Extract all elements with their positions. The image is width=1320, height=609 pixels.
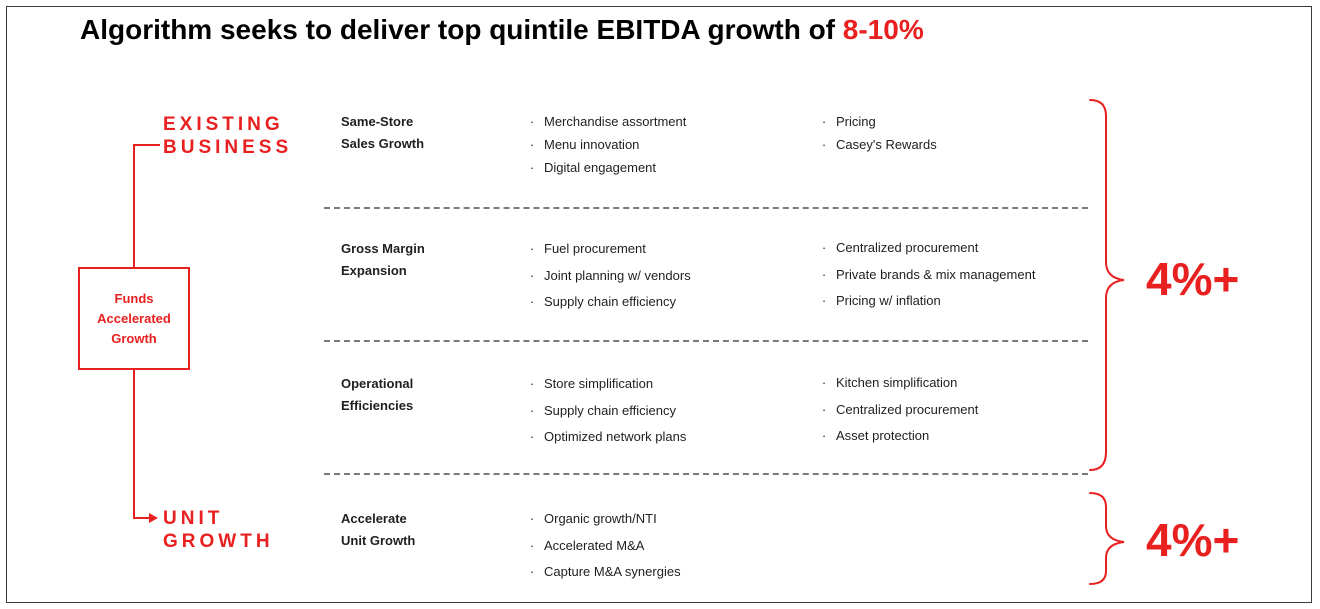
list-item: · Asset protection: [822, 428, 929, 444]
row-title-line2: Expansion: [341, 263, 407, 278]
connector-top-line: [133, 144, 160, 267]
row-title-line1: Same-Store: [341, 114, 414, 129]
bullet-icon: ·: [821, 402, 827, 417]
list-item: · Supply chain efficiency: [530, 294, 676, 310]
bullet-icon: ·: [529, 114, 535, 129]
bullet-icon: ·: [821, 293, 827, 308]
list-item: · Fuel procurement: [530, 241, 646, 257]
row-title-line2: Sales Growth: [341, 136, 425, 151]
bullet-icon: ·: [529, 376, 535, 391]
row-title-line1: Gross Margin: [341, 241, 425, 256]
existing-label-line2: BUSINESS: [163, 137, 293, 158]
list-item: · Menu innovation: [530, 137, 640, 153]
row-divider: [324, 473, 1088, 475]
row-title-line1: Accelerate: [341, 511, 407, 526]
connector-bottom-line: [133, 370, 150, 519]
list-item: · Optimized network plans: [530, 429, 687, 445]
row-title-line1: Operational: [341, 376, 414, 391]
bullet-icon: ·: [529, 511, 535, 526]
bullet-icon: ·: [821, 114, 827, 129]
bullet-icon: ·: [529, 268, 535, 283]
bullet-icon: ·: [529, 241, 535, 256]
bullet-icon: ·: [821, 240, 827, 255]
bullet-icon: ·: [821, 137, 827, 152]
existing-business-bracket: [1089, 99, 1125, 471]
funds-accelerated-growth-box: Funds Accelerated Growth: [78, 267, 190, 370]
funds-line2: Accelerated: [97, 310, 171, 326]
row-title-operational: Operational Efficiencies: [341, 373, 413, 417]
row-divider: [324, 207, 1088, 209]
unit-growth-bracket: [1089, 492, 1125, 585]
row-title-line2: Efficiencies: [341, 398, 414, 413]
list-item: · Store simplification: [530, 376, 653, 392]
row-divider: [324, 340, 1088, 342]
unit-label-line2: GROWTH: [163, 531, 274, 552]
existing-business-label: EXISTING BUSINESS: [163, 113, 292, 159]
existing-growth-percent: 4%+: [1146, 253, 1240, 305]
existing-label-line1: EXISTING: [163, 114, 284, 135]
unit-growth-percent: 4%+: [1146, 514, 1240, 566]
unit-label-line1: UNIT: [163, 508, 224, 529]
row-title-gross-margin: Gross Margin Expansion: [341, 238, 425, 282]
slide-frame: [6, 6, 1312, 603]
bullet-icon: ·: [529, 160, 535, 175]
bullet-icon: ·: [821, 375, 827, 390]
list-item: · Merchandise assortment: [530, 114, 687, 130]
list-item: · Centralized procurement: [822, 402, 979, 418]
row-title-same-store: Same-Store Sales Growth: [341, 111, 424, 155]
bullet-icon: ·: [529, 538, 535, 553]
row-title-unit-growth: Accelerate Unit Growth: [341, 508, 415, 552]
list-item: · Joint planning w/ vendors: [530, 268, 691, 284]
list-item: · Pricing w/ inflation: [822, 293, 941, 309]
title-main: Algorithm seeks to deliver top quintile …: [80, 14, 843, 45]
bullet-icon: ·: [529, 137, 535, 152]
arrow-head-icon: [149, 513, 158, 523]
list-item: · Casey's Rewards: [822, 137, 937, 153]
list-item: · Capture M&A synergies: [530, 564, 681, 580]
bullet-icon: ·: [529, 429, 535, 444]
bullet-icon: ·: [821, 428, 827, 443]
funds-line3: Growth: [111, 330, 157, 346]
unit-growth-label: UNIT GROWTH: [163, 507, 274, 553]
list-item: · Private brands & mix management: [822, 267, 1036, 283]
bullet-icon: ·: [529, 403, 535, 418]
row-title-line2: Unit Growth: [341, 533, 416, 548]
list-item: · Accelerated M&A: [530, 538, 645, 554]
slide-title: Algorithm seeks to deliver top quintile …: [80, 14, 924, 46]
list-item: · Pricing: [822, 114, 876, 130]
title-accent: 8-10%: [842, 14, 924, 45]
list-item: · Kitchen simplification: [822, 375, 958, 391]
list-item: · Organic growth/NTI: [530, 511, 657, 527]
bullet-icon: ·: [529, 564, 535, 579]
funds-line1: Funds: [114, 290, 154, 306]
bullet-icon: ·: [529, 294, 535, 309]
list-item: · Digital engagement: [530, 160, 656, 176]
list-item: · Supply chain efficiency: [530, 403, 676, 419]
list-item: · Centralized procurement: [822, 240, 979, 256]
bullet-icon: ·: [821, 267, 827, 282]
